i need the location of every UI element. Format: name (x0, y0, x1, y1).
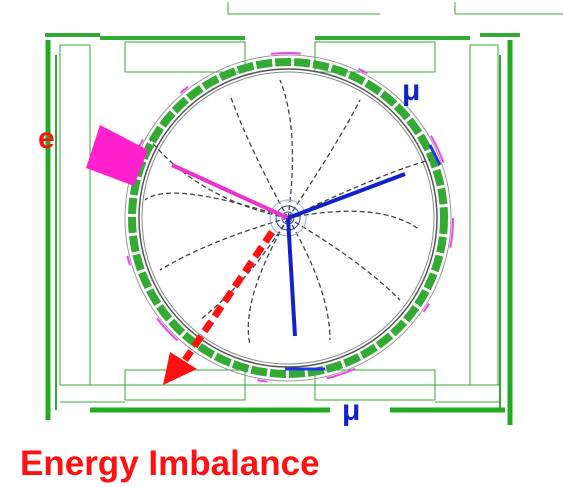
caption: Energy Imbalance (20, 444, 320, 483)
muon-label: μ (342, 394, 360, 427)
electron-label: e (38, 122, 55, 155)
missing-energy-arrow (185, 232, 272, 360)
event-display: e μ μ Energy Imbalance (0, 0, 563, 487)
electron-track (172, 165, 288, 218)
muon-label: μ (402, 74, 420, 107)
arrow-head (163, 352, 197, 385)
electron-deposit (86, 125, 148, 186)
